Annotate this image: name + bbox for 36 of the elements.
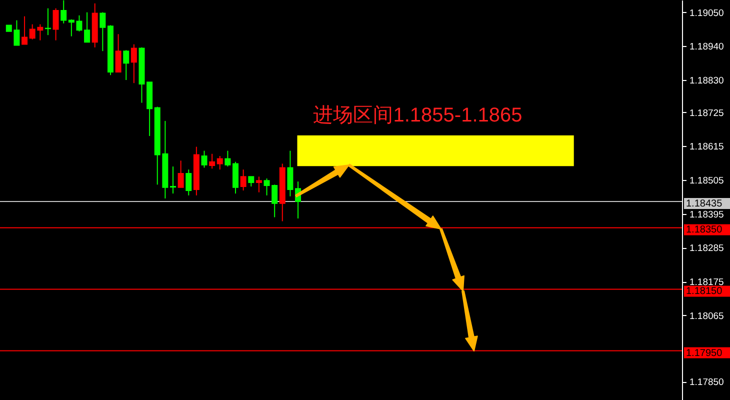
- band-label: 进场区间1.1855-1.1865: [313, 104, 522, 126]
- ref-line-label: 1.18435: [686, 198, 723, 210]
- y-tick-label: 1.18615: [690, 142, 724, 153]
- y-tick-label: 1.18830: [690, 76, 724, 86]
- candlestick: [232, 161, 239, 194]
- y-tick-label: 1.17850: [690, 377, 724, 388]
- y-tick-label: 1.18395: [690, 209, 724, 220]
- y-tick-label: 1.18725: [690, 108, 724, 119]
- y-tick-label: 1.19050: [690, 8, 724, 19]
- y-tick-label: 1.18175: [690, 277, 724, 288]
- candlestick: [60, 0, 67, 24]
- candlestick: [100, 12, 106, 52]
- candlestick: [178, 160, 184, 188]
- y-tick-label: 1.18065: [690, 310, 724, 322]
- candlestick: [84, 12, 90, 43]
- ref-line-label: 1.18150: [686, 286, 723, 298]
- candlestick: [240, 169, 246, 191]
- candlestick: [22, 16, 28, 45]
- candlestick: [248, 176, 254, 187]
- candlestick: [115, 34, 122, 72]
- y-tick-label: 1.18940: [690, 42, 724, 53]
- candlestick: [52, 8, 59, 41]
- candlestick: [256, 176, 262, 193]
- y-tick-label: 1.18285: [690, 243, 724, 254]
- candlestick: [201, 150, 208, 168]
- y-tick-label: 1.18505: [690, 176, 724, 186]
- candlestick: [287, 150, 294, 197]
- ref-line-label: 1.17950: [686, 348, 723, 359]
- candlestick: [216, 156, 223, 170]
- candlestick: [209, 153, 216, 170]
- candlestick: [186, 169, 192, 196]
- ref-line-label: 1.18350: [686, 224, 723, 236]
- candlestick: [224, 150, 231, 167]
- candlestick: [170, 166, 176, 194]
- candlestick: [130, 44, 137, 84]
- candlestick: [123, 50, 130, 80]
